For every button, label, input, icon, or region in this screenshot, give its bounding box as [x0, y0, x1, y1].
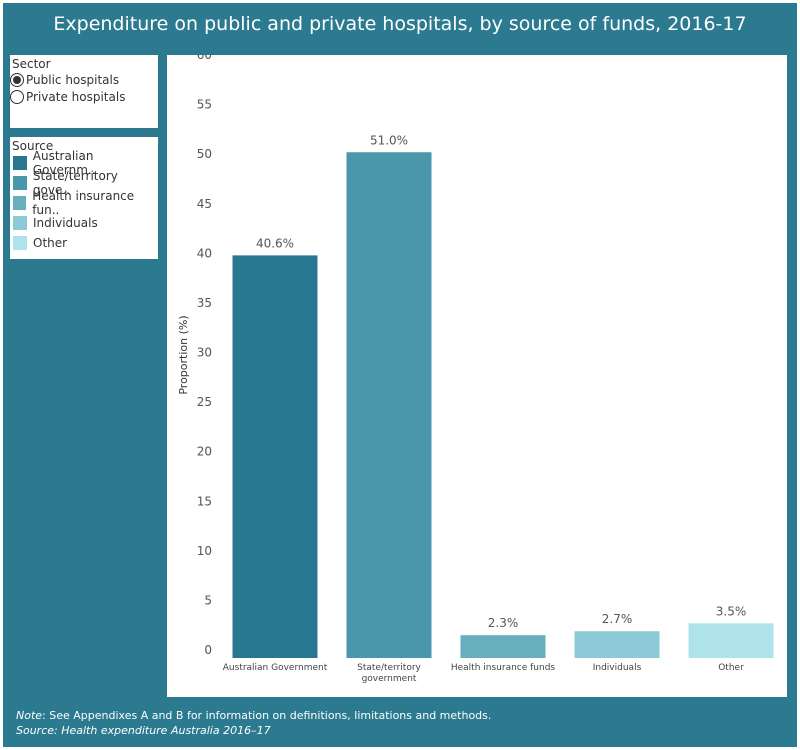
chart: 0 5 10 15 20 25 30 35 40 45 50 55 60 Proportion (%) 40…	[177, 48, 774, 658]
y-tick-label: 45	[197, 197, 212, 211]
x-tick-label: State/territory government	[357, 663, 421, 684]
y-tick-label: 60	[197, 55, 212, 62]
dashboard-title: Expenditure on public and private hospit…	[53, 13, 747, 35]
legend-item: Individuals	[10, 213, 158, 233]
legend-item: Health insurance fun..	[10, 189, 158, 217]
radio-dot	[13, 75, 21, 84]
x-tick-label: Health insurance funds	[450, 663, 556, 673]
value-label: 2.7%	[602, 612, 633, 626]
legend-swatch	[13, 156, 27, 170]
y-tick-label: 55	[197, 98, 212, 112]
legend-label: Australian Governm..	[32, 149, 96, 177]
bar	[232, 255, 318, 658]
legend: Source Australian Governm.. State/territo…	[10, 137, 158, 259]
bar	[346, 152, 432, 658]
radio-option[interactable]: Public hospitals	[10, 71, 158, 88]
y-tick-label: 0	[204, 643, 212, 657]
legend-swatch	[13, 176, 27, 190]
y-tick-label: 10	[197, 544, 212, 558]
y-tick-label: 50	[197, 147, 212, 161]
legend-label: State/territory gove..	[32, 169, 118, 197]
note-text: : See Appendixes A and B for information…	[42, 709, 492, 722]
legend-title: Source	[12, 139, 54, 153]
y-tick-label: 40	[197, 246, 212, 260]
legend-swatch	[13, 236, 27, 250]
y-tick-label: 30	[197, 346, 212, 360]
bar	[460, 635, 546, 658]
note: Note: See Appendixes A and B for informa…	[16, 709, 491, 722]
radio-button	[10, 89, 24, 104]
legend-swatch	[13, 216, 27, 230]
y-tick-label: 5	[204, 593, 212, 607]
y-tick-label: 15	[197, 494, 212, 508]
chart-area: 0 5 10 15 20 25 30 35 40 45 50 55 60 Proportion (%) 40…	[167, 48, 787, 697]
legend-item: State/territory gove..	[10, 169, 158, 197]
legend-label: Health insurance fun..	[32, 189, 135, 217]
value-label: 51.0%	[370, 133, 408, 147]
radio-option[interactable]: Private hospitals	[10, 88, 158, 105]
legend-item: Other	[10, 233, 158, 253]
y-axis-title: Proportion (%)	[177, 315, 190, 394]
x-tick-label: Individuals	[592, 663, 642, 673]
sector-filter: Sector Public hospitals Private hospitals	[10, 55, 158, 128]
value-label: 2.3%	[488, 616, 519, 630]
y-tick-label: 35	[197, 296, 212, 310]
source: Source: Health expenditure Australia 201…	[16, 724, 271, 737]
y-tick-label: 25	[197, 395, 212, 409]
bar	[574, 631, 660, 658]
radio-label: Public hospitals	[26, 72, 120, 87]
radio-label: Private hospitals	[26, 89, 126, 104]
x-tick-label: Other	[718, 663, 744, 673]
legend-item: Australian Governm..	[10, 149, 158, 177]
legend-label: Other	[33, 236, 68, 250]
value-label: 3.5%	[716, 604, 747, 618]
value-label: 40.6%	[256, 236, 294, 250]
legend-label: Individuals	[33, 216, 98, 230]
note-label: Note	[16, 709, 43, 722]
x-tick-label: Australian Government	[222, 663, 328, 673]
radio-button	[10, 72, 24, 87]
filter-title: Sector	[12, 57, 51, 71]
legend-swatch	[13, 196, 27, 210]
bar	[688, 623, 774, 658]
y-tick-label: 20	[197, 445, 212, 459]
